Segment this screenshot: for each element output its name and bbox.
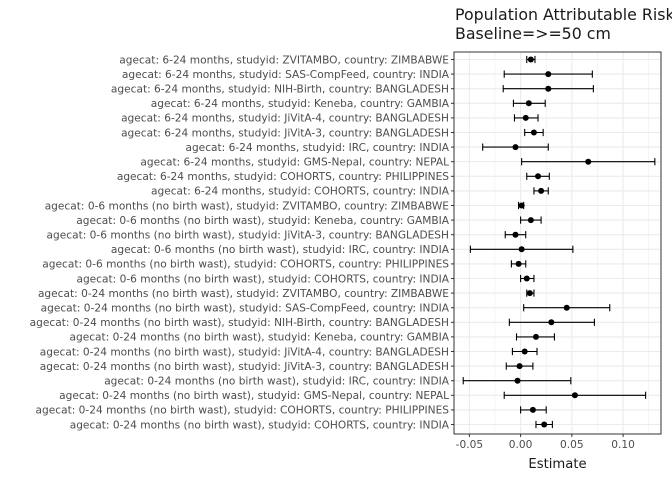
panel-border — [453, 51, 662, 435]
estimate-point — [523, 275, 530, 282]
y-tick-label: agecat: 6-24 months, studyid: GMS-Nepal,… — [140, 157, 449, 169]
chart-subtitle: Baseline=>=50 cm — [455, 24, 611, 43]
y-tick-label: agecat: 6-24 months, studyid: ZVITAMBO, … — [119, 54, 449, 66]
y-tick-label: agecat: 0-6 months (no birth wast), stud… — [47, 230, 449, 242]
y-tick-label: agecat: 0-24 months (no birth wast), stu… — [59, 390, 449, 402]
estimate-point — [522, 114, 529, 121]
estimate-point — [529, 406, 536, 413]
y-tick-label: agecat: 0-6 months (no birth wast), stud… — [76, 273, 449, 285]
y-tick-label: agecat: 0-24 months (no birth wast), stu… — [30, 317, 449, 329]
estimate-point — [571, 392, 578, 399]
marks-layer — [462, 55, 656, 429]
y-tick-label: agecat: 0-24 months (no birth wast), stu… — [70, 332, 450, 344]
estimate-point — [541, 421, 548, 428]
estimate-point — [527, 56, 534, 63]
y-tick-label: agecat: 6-24 months, studyid: JiVitA-4, … — [121, 113, 449, 125]
y-tick-label: agecat: 0-24 months (no birth wast), stu… — [41, 303, 450, 315]
chart-title: Population Attributable Risk — [455, 5, 672, 24]
y-tick-label: agecat: 0-6 months (no birth wast), stud… — [111, 244, 450, 256]
x-tick-label: 0.05 — [560, 439, 584, 451]
estimate-point — [530, 129, 537, 136]
y-tick-label: agecat: 0-6 months (no birth wast), stud… — [76, 215, 450, 227]
estimate-point — [521, 348, 528, 355]
estimate-point — [563, 304, 570, 311]
estimate-point — [516, 363, 523, 370]
y-tick-label: agecat: 6-24 months, studyid: IRC, count… — [185, 142, 449, 154]
estimate-point — [518, 202, 525, 209]
estimate-point — [526, 290, 533, 297]
estimate-point — [525, 100, 532, 107]
estimate-point — [535, 173, 542, 180]
y-tick-label: agecat: 6-24 months, studyid: NIH-Birth,… — [111, 84, 449, 96]
estimate-point — [538, 187, 545, 194]
estimate-point — [585, 158, 592, 165]
y-tick-labels: agecat: 6-24 months, studyid: ZVITAMBO, … — [30, 54, 454, 431]
y-tick-label: agecat: 0-6 months (no birth wast), stud… — [42, 259, 449, 271]
y-tick-label: agecat: 0-24 months (no birth wast), stu… — [40, 361, 449, 373]
y-tick-label: agecat: 0-24 months (no birth wast), stu… — [40, 346, 449, 358]
x-tick-labels: -0.05 0.00 0.05 0.10 — [456, 434, 635, 451]
x-tick-label: 0.00 — [509, 439, 533, 451]
y-tick-label: agecat: 0-24 months (no birth wast), stu… — [38, 288, 449, 300]
x-axis-label: Estimate — [528, 457, 586, 472]
estimate-point — [515, 260, 522, 267]
y-tick-label: agecat: 6-24 months, studyid: SAS-CompFe… — [122, 69, 450, 81]
y-tick-label: agecat: 6-24 months, studyid: Keneba, co… — [151, 98, 450, 110]
x-tick-label: -0.05 — [456, 439, 483, 451]
y-tick-label: agecat: 6-24 months, studyid: JiVitA-3, … — [121, 127, 449, 139]
y-tick-label: agecat: 0-6 months (no birth wast), stud… — [45, 200, 450, 212]
estimate-point — [514, 377, 521, 384]
estimate-point — [545, 71, 552, 78]
estimate-point — [548, 319, 555, 326]
x-tick-label: 0.10 — [611, 439, 635, 451]
y-tick-label: agecat: 0-24 months (no birth wast), stu… — [104, 376, 450, 388]
estimate-point — [512, 144, 519, 151]
y-tick-label: agecat: 6-24 months, studyid: COHORTS, c… — [151, 186, 450, 198]
y-tick-label: agecat: 6-24 months, studyid: COHORTS, c… — [117, 171, 449, 183]
estimate-point — [527, 217, 534, 224]
estimate-point — [512, 231, 519, 238]
y-tick-label: agecat: 0-24 months (no birth wast), stu… — [70, 419, 450, 431]
estimate-point — [545, 85, 552, 92]
estimate-point — [532, 333, 539, 340]
estimate-point — [518, 246, 525, 253]
y-tick-label: agecat: 0-24 months (no birth wast), stu… — [36, 405, 450, 417]
